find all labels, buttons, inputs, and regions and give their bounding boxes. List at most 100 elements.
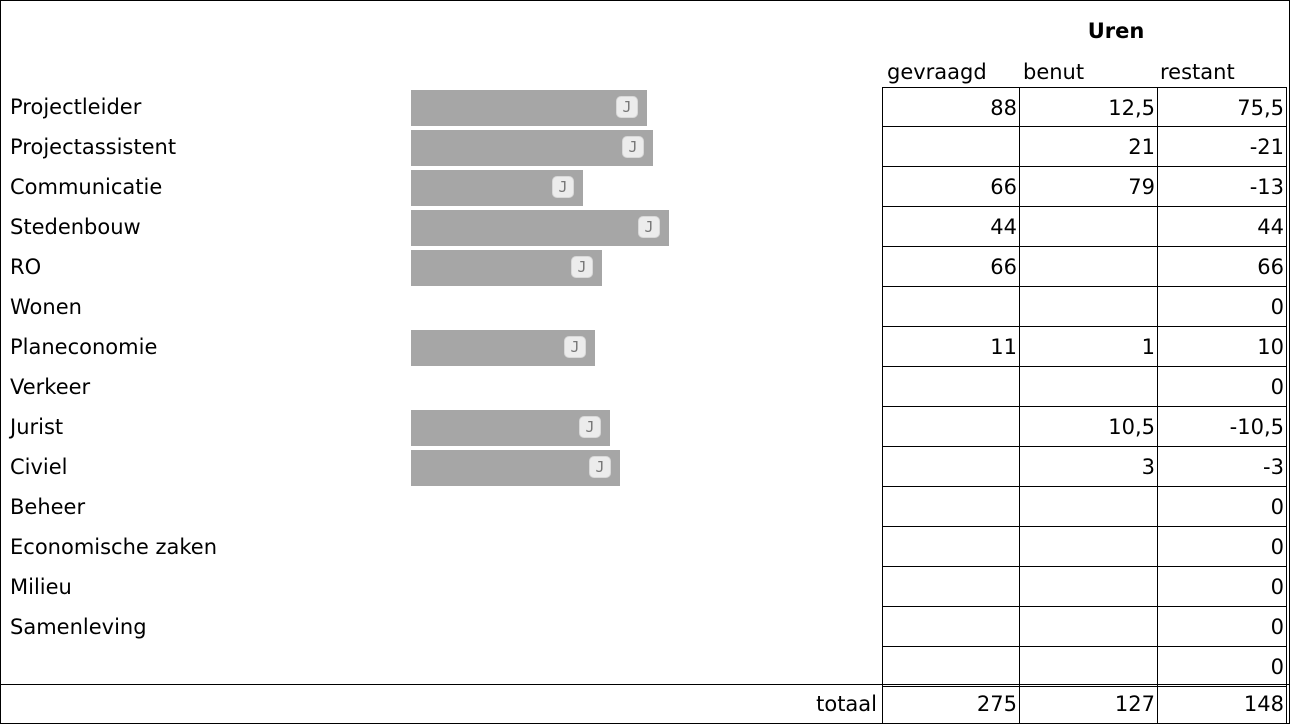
j-icon: J	[622, 136, 644, 158]
form-control-button[interactable]: J	[411, 170, 583, 206]
form-control-button[interactable]: J	[411, 130, 653, 166]
gevraagd-cell[interactable]	[882, 407, 1020, 447]
benut-cell[interactable]	[1020, 647, 1158, 687]
table-row: Communicatie J 66 79 -13	[1, 167, 1289, 207]
restant-cell[interactable]: 0	[1158, 647, 1287, 687]
restant-cell[interactable]: 0	[1158, 607, 1287, 647]
restant-cell[interactable]: 0	[1158, 527, 1287, 567]
table-row: Verkeer 0	[1, 367, 1289, 407]
gevraagd-cell[interactable]	[882, 127, 1020, 167]
col-header-restant: restant	[1160, 60, 1235, 84]
benut-cell[interactable]	[1020, 487, 1158, 527]
gevraagd-cell[interactable]	[882, 487, 1020, 527]
row-label[interactable]: Projectassistent	[10, 135, 177, 159]
table-row: RO J 66 66	[1, 247, 1289, 287]
restant-cell[interactable]: 10	[1158, 327, 1287, 367]
gevraagd-cell[interactable]: 66	[882, 167, 1020, 207]
benut-cell[interactable]: 1	[1020, 327, 1158, 367]
restant-cell[interactable]: 0	[1158, 567, 1287, 607]
benut-cell[interactable]	[1020, 207, 1158, 247]
restant-cell[interactable]: 66	[1158, 247, 1287, 287]
table-row: Beheer 0	[1, 487, 1289, 527]
restant-cell[interactable]: 0	[1158, 487, 1287, 527]
gevraagd-cell[interactable]: 44	[882, 207, 1020, 247]
row-label[interactable]: Planeconomie	[10, 335, 158, 359]
restant-cell[interactable]: -21	[1158, 127, 1287, 167]
table-row: Jurist J 10,5 -10,5	[1, 407, 1289, 447]
table-row: Civiel J 3 -3	[1, 447, 1289, 487]
restant-cell[interactable]: 75,5	[1158, 87, 1287, 127]
row-label[interactable]: Milieu	[10, 575, 72, 599]
j-icon: J	[564, 336, 586, 358]
table-row: Samenleving 0	[1, 607, 1289, 647]
gevraagd-cell[interactable]	[882, 367, 1020, 407]
benut-cell[interactable]: 12,5	[1020, 87, 1158, 127]
table-row: Wonen 0	[1, 287, 1289, 327]
row-label[interactable]: Civiel	[10, 455, 68, 479]
j-icon: J	[616, 96, 638, 118]
benut-cell[interactable]	[1020, 247, 1158, 287]
gevraagd-cell[interactable]	[882, 287, 1020, 327]
totals-row: totaal 275 127 148	[1, 684, 1289, 723]
total-gevraagd-cell[interactable]: 275	[882, 685, 1020, 723]
table-row: Projectassistent J 21 -21	[1, 127, 1289, 167]
benut-cell[interactable]	[1020, 567, 1158, 607]
form-control-button[interactable]: J	[411, 210, 669, 246]
restant-cell[interactable]: -3	[1158, 447, 1287, 487]
row-label[interactable]: Projectleider	[10, 95, 142, 119]
j-icon: J	[589, 456, 611, 478]
benut-cell[interactable]	[1020, 607, 1158, 647]
benut-cell[interactable]: 10,5	[1020, 407, 1158, 447]
restant-cell[interactable]: 0	[1158, 287, 1287, 327]
gevraagd-cell[interactable]	[882, 527, 1020, 567]
form-control-button[interactable]: J	[411, 250, 602, 286]
restant-cell[interactable]: -13	[1158, 167, 1287, 207]
benut-cell[interactable]	[1020, 287, 1158, 327]
gevraagd-cell[interactable]	[882, 647, 1020, 687]
gevraagd-cell[interactable]	[882, 447, 1020, 487]
benut-cell[interactable]	[1020, 367, 1158, 407]
row-label[interactable]: RO	[10, 255, 42, 279]
table-row: Projectleider J 88 12,5 75,5	[1, 87, 1289, 127]
form-control-button[interactable]: J	[411, 90, 647, 126]
row-label[interactable]: Wonen	[10, 295, 82, 319]
gevraagd-cell[interactable]	[882, 607, 1020, 647]
total-restant-cell[interactable]: 148	[1158, 685, 1287, 723]
form-control-button[interactable]: J	[411, 410, 610, 446]
table-row: Milieu 0	[1, 567, 1289, 607]
benut-cell[interactable]: 3	[1020, 447, 1158, 487]
benut-cell[interactable]: 79	[1020, 167, 1158, 207]
benut-cell[interactable]	[1020, 527, 1158, 567]
uren-group-header: Uren	[1087, 19, 1145, 43]
row-label[interactable]: Stedenbouw	[10, 215, 141, 239]
row-label[interactable]: Communicatie	[10, 175, 163, 199]
form-control-button[interactable]: J	[411, 330, 595, 366]
row-label[interactable]: Economische zaken	[10, 535, 218, 559]
col-header-gevraagd: gevraagd	[887, 60, 987, 84]
row-label[interactable]: Beheer	[10, 495, 86, 519]
gevraagd-cell[interactable]: 11	[882, 327, 1020, 367]
restant-cell[interactable]: -10,5	[1158, 407, 1287, 447]
row-label[interactable]: Verkeer	[10, 375, 91, 399]
gevraagd-cell[interactable]: 66	[882, 247, 1020, 287]
col-header-benut: benut	[1023, 60, 1085, 84]
restant-cell[interactable]: 0	[1158, 367, 1287, 407]
gevraagd-cell[interactable]: 88	[882, 87, 1020, 127]
total-benut-cell[interactable]: 127	[1020, 685, 1158, 723]
j-icon: J	[571, 256, 593, 278]
table-row: Economische zaken 0	[1, 527, 1289, 567]
totals-label: totaal	[816, 692, 877, 716]
row-label[interactable]: Jurist	[10, 415, 64, 439]
gevraagd-cell[interactable]	[882, 567, 1020, 607]
j-icon: J	[552, 176, 574, 198]
restant-cell[interactable]: 44	[1158, 207, 1287, 247]
benut-cell[interactable]: 21	[1020, 127, 1158, 167]
form-control-button[interactable]: J	[411, 450, 620, 486]
j-icon: J	[579, 416, 601, 438]
row-label[interactable]: Samenleving	[10, 615, 147, 639]
table-row: Planeconomie J 11 1 10	[1, 327, 1289, 367]
table-row: 0	[1, 647, 1289, 687]
table-row: Stedenbouw J 44 44	[1, 207, 1289, 247]
j-icon: J	[638, 216, 660, 238]
